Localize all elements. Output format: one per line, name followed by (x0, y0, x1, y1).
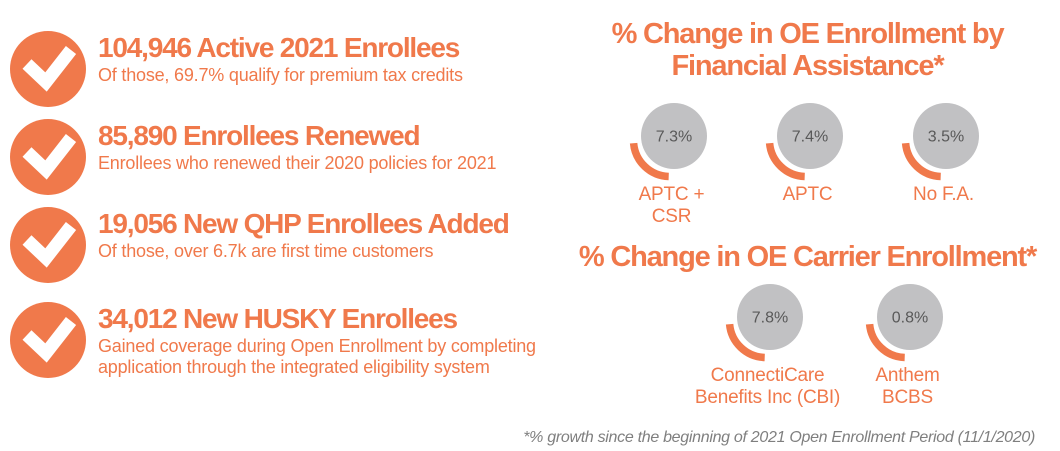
stats-list: 104,946 Active 2021 Enrollees Of those, … (10, 31, 563, 378)
kpi-label-line: Anthem (875, 365, 940, 386)
stat-subtext: Enrollees who renewed their 2020 policie… (98, 153, 497, 173)
kpi-label-line: ConnectiCare (710, 365, 825, 386)
financial-assistance-chart: 7.3% APTC + CSR 7.4% APTC (555, 100, 1060, 228)
carrier-chart-title: % Change in OE Carrier Enrollment* (578, 241, 1037, 273)
kpi-label: Anthem BCBS (875, 365, 939, 409)
kpi-aptc: 7.4% APTC (740, 100, 876, 206)
kpi-circle-icon: 0.8% (865, 284, 943, 362)
kpi-label-line: Benefits Inc (CBI) (694, 387, 841, 408)
kpi-value: 7.8% (751, 310, 787, 327)
kpi-label: No F.A. (913, 184, 974, 206)
kpi-label-line: APTC + (638, 184, 705, 205)
stat-item-new-husky-enrollees: 34,012 New HUSKY Enrollees Gained covera… (10, 302, 563, 378)
stat-text: 34,012 New HUSKY Enrollees Gained covera… (98, 302, 563, 378)
charts-panel: % Change in OE Enrollment by Financial A… (555, 0, 1060, 409)
kpi-label: ConnectiCare Benefits Inc (CBI) (695, 365, 840, 409)
kpi-value: 0.8% (891, 310, 927, 327)
stat-subtext: Of those, 69.7% qualify for premium tax … (98, 65, 463, 85)
stat-subtext: Gained coverage during Open Enrollment b… (98, 336, 536, 377)
stat-subtext: Of those, over 6.7k are first time custo… (98, 241, 434, 261)
stat-text: 85,890 Enrollees Renewed Enrollees who r… (98, 119, 496, 174)
kpi-value: 3.5% (927, 129, 963, 146)
carrier-chart: 7.8% ConnectiCare Benefits Inc (CBI) 0.8… (555, 281, 1060, 409)
kpi-value: 7.3% (655, 129, 691, 146)
kpi-label-line: No F.A. (913, 184, 974, 205)
kpi-circle-icon: 3.5% (901, 103, 979, 181)
stat-headline: 34,012 New HUSKY Enrollees (98, 303, 458, 334)
check-icon (10, 31, 86, 107)
kpi-label: APTC (783, 184, 833, 206)
kpi-circle-icon: 7.8% (725, 284, 803, 362)
stat-headline: 19,056 New QHP Enrollees Added (98, 208, 510, 239)
stat-headline: 104,946 Active 2021 Enrollees (98, 32, 460, 63)
financial-assistance-chart-title: % Change in OE Enrollment by Financial A… (611, 18, 1005, 82)
check-icon (10, 207, 86, 283)
kpi-circle-icon: 7.4% (765, 103, 843, 181)
stat-item-active-enrollees: 104,946 Active 2021 Enrollees Of those, … (10, 31, 563, 107)
kpi-anthem-bcbs: 0.8% Anthem BCBS (838, 281, 978, 409)
check-icon (10, 302, 86, 378)
kpi-connecticare: 7.8% ConnectiCare Benefits Inc (CBI) (695, 281, 840, 409)
kpi-label-line: APTC (782, 184, 833, 205)
kpi-circle-icon: 7.3% (629, 103, 707, 181)
stat-headline: 85,890 Enrollees Renewed (98, 120, 421, 151)
kpi-label: APTC + CSR (639, 184, 705, 228)
kpi-value: 7.4% (791, 129, 827, 146)
check-icon (10, 119, 86, 195)
kpi-no-fa: 3.5% No F.A. (876, 100, 1012, 206)
stat-text: 19,056 New QHP Enrollees Added Of those,… (98, 207, 510, 262)
stat-item-new-qhp-enrollees: 19,056 New QHP Enrollees Added Of those,… (10, 207, 563, 283)
kpi-label-line: BCBS (882, 387, 933, 408)
kpi-label-line: CSR (651, 206, 692, 227)
stat-text: 104,946 Active 2021 Enrollees Of those, … (98, 31, 463, 86)
kpi-aptc-csr: 7.3% APTC + CSR (604, 100, 740, 228)
stat-item-enrollees-renewed: 85,890 Enrollees Renewed Enrollees who r… (10, 119, 563, 195)
footnote: *% growth since the beginning of 2021 Op… (523, 429, 1035, 446)
